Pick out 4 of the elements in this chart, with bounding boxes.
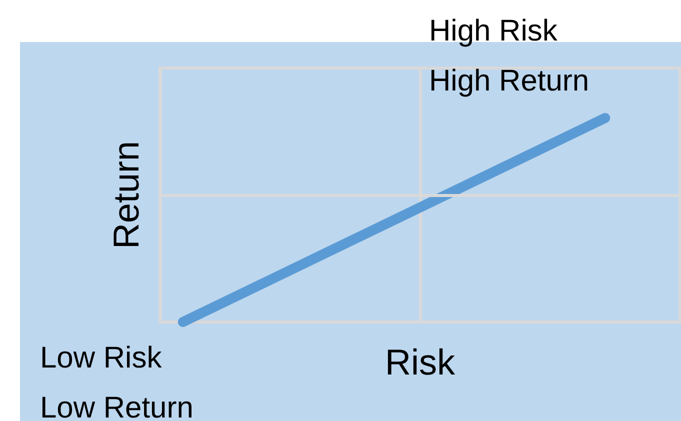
y-axis-title: Return: [106, 140, 146, 250]
text: High Risk High Return: [429, 14, 590, 98]
x-axis-title: Risk: [385, 342, 456, 382]
text: Low Risk Low Return: [40, 342, 194, 421]
